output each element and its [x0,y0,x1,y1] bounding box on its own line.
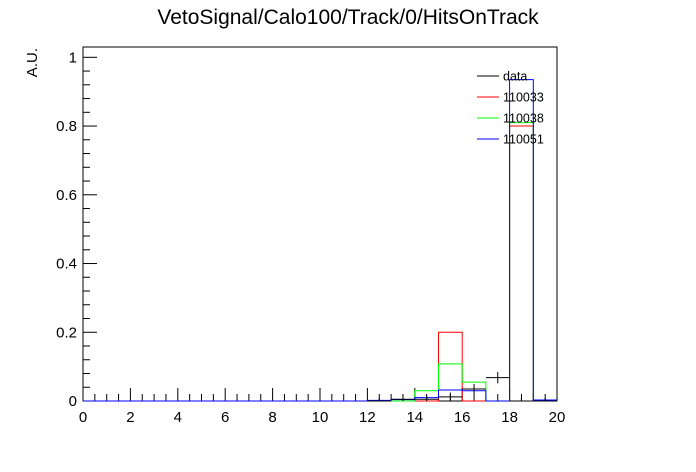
y-tick-label: 0.6 [56,187,77,204]
data-point [414,395,439,401]
y-tick-label: 0 [69,393,77,410]
series-110051 [83,79,558,402]
x-tick-label: 14 [406,409,423,426]
data-point [509,398,534,402]
series-data [367,371,557,402]
data-point [391,395,415,401]
x-tick-label: 2 [126,409,134,426]
x-tick-label: 8 [268,409,276,426]
series-line [83,122,557,402]
y-tick-label: 1 [69,49,77,66]
y-axis-title: A.U. [24,48,41,77]
y-tick-label: 0.2 [56,324,77,341]
x-tick-label: 12 [359,409,376,426]
x-tick-label: 6 [221,409,229,426]
x-tick-label: 18 [501,409,518,426]
series-110038 [83,122,557,402]
x-tick-label: 20 [549,409,566,426]
legend-label: 110033 [503,91,544,105]
series-line [83,125,557,402]
data-point [367,398,392,402]
x-tick-label: 4 [174,409,182,426]
legend-label: 110051 [503,133,544,147]
data-point [462,383,486,395]
series-110033 [83,125,557,402]
x-tick-label: 10 [312,409,329,426]
x-tick-label: 16 [454,409,471,426]
data-point [438,392,463,401]
data-point [485,371,510,384]
legend: data 110033 110038 110051 [477,70,544,147]
legend-label: 110038 [503,112,544,126]
data-point [533,398,557,402]
chart-title: VetoSignal/Calo100/Track/0/HitsOnTrack [157,6,539,29]
y-tick-label: 0.4 [56,256,77,273]
legend-label: data [503,70,527,84]
x-tick-label: 0 [79,409,87,426]
series-line [83,79,558,402]
y-tick-label: 0.8 [56,118,77,135]
plot-frame [82,46,558,402]
